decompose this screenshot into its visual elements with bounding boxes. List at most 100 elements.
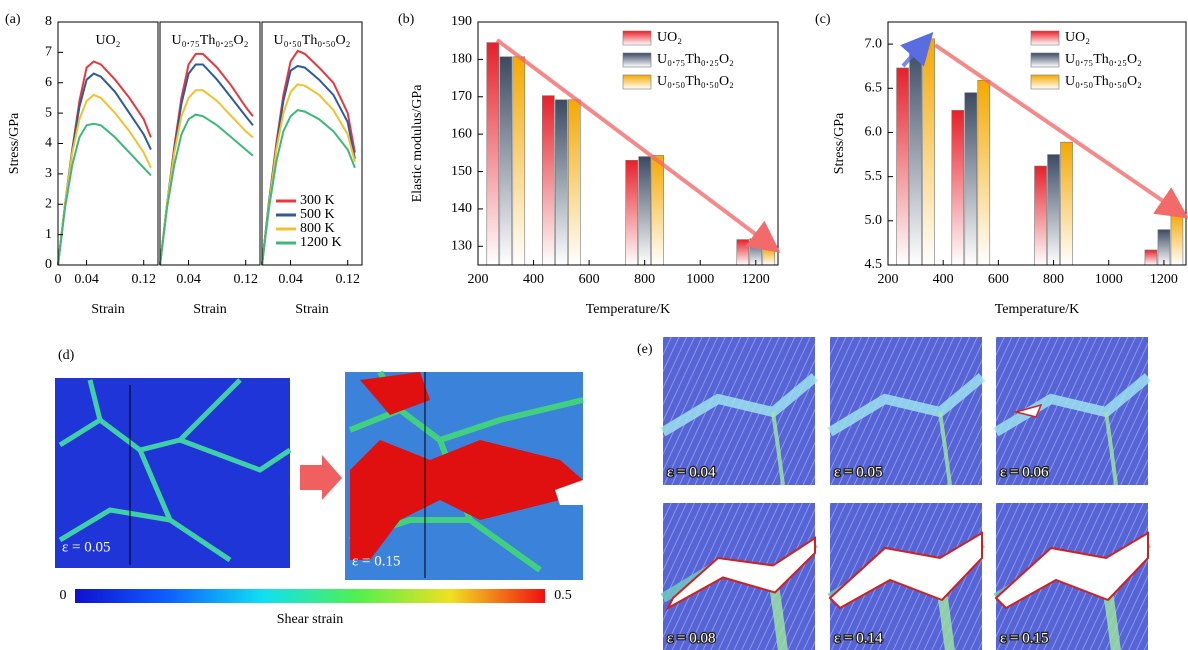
- y-tick-label: 4: [45, 136, 52, 151]
- atom-field: [663, 337, 815, 485]
- void: [828, 531, 983, 610]
- y-tick-label: 7: [45, 45, 52, 60]
- legend-label: 1200 K: [300, 235, 342, 250]
- x-tick-label: 0.12: [335, 272, 360, 287]
- bar: [1157, 229, 1171, 266]
- y-tick-label: 6.0: [865, 125, 883, 140]
- strain-caption: ε = 0.05: [834, 464, 883, 480]
- grain-boundaries: [58, 378, 292, 563]
- line-series: [57, 93, 152, 266]
- void: [994, 531, 1149, 610]
- bar: [625, 160, 638, 266]
- bar: [1144, 249, 1158, 266]
- legend-swatch: [622, 52, 652, 68]
- x-tick-label: 400: [933, 272, 954, 287]
- strain-caption: ε = 0.15: [1000, 630, 1049, 646]
- arrow: [300, 455, 342, 500]
- strain-caption: ε = 0.08: [667, 630, 716, 646]
- damage-region: [350, 372, 583, 560]
- legend-label: 300 K: [300, 193, 335, 208]
- plot-frame: [887, 21, 1187, 266]
- y-tick-label: 190: [451, 14, 472, 29]
- subplot-title: U₀.₅₀Th₀.₅₀O₂: [274, 33, 351, 48]
- legend-label: 500 K: [300, 207, 335, 222]
- x-axis-label: Temperature/K: [586, 302, 671, 317]
- bar: [542, 95, 555, 266]
- x-tick-label: 1000: [1095, 272, 1123, 287]
- bar: [568, 99, 581, 266]
- panel-d: (d) ε = 0.05 ε = 0.15 0 0.5 Shear strain: [55, 348, 584, 627]
- void: [1013, 403, 1043, 418]
- x-tick-label: 600: [579, 272, 600, 287]
- x-axis-label: Strain: [91, 302, 124, 317]
- y-tick-label: 3: [45, 166, 52, 181]
- strain-caption: ε = 0.05: [62, 539, 111, 555]
- panel-label: (b): [398, 12, 415, 27]
- x-tick-label: 0: [55, 272, 62, 287]
- plot-frame: [159, 21, 261, 266]
- panel-label: (d): [58, 348, 75, 363]
- x-axis-label: Strain: [193, 302, 226, 317]
- x-tick-label: 0.12: [131, 272, 156, 287]
- bar: [555, 99, 568, 266]
- bar: [922, 38, 935, 266]
- x-tick-label: 0.04: [278, 272, 303, 287]
- md-snapshot: ε = 0.04: [660, 337, 819, 486]
- colorbar-min: 0: [60, 588, 67, 603]
- chart-panel: 0 1 2 3 4 5 6 7 8 0 0.04 0.12 (a) UO₂ Strain Stress/GPa: [5, 12, 159, 317]
- colorbar: [75, 589, 545, 603]
- x-axis-label: Temperature/K: [995, 302, 1080, 317]
- md-snapshot: ε = 0.14: [827, 503, 986, 650]
- bar: [1047, 154, 1060, 266]
- bar: [951, 110, 965, 266]
- subplot-title: UO₂: [95, 33, 120, 48]
- colorbar-label: Shear strain: [277, 612, 343, 627]
- y-tick-label: 170: [451, 89, 472, 104]
- y-axis-label: Stress/GPa: [832, 112, 847, 174]
- legend-swatch: [1030, 52, 1060, 68]
- y-tick-label: 140: [451, 201, 472, 216]
- legend-label: UO₂: [1065, 30, 1090, 45]
- panel-label: (e): [637, 342, 653, 357]
- subplot-title: U₀.₇₅Th₀.₂₅O₂: [172, 33, 249, 48]
- x-tick-label: 800: [634, 272, 655, 287]
- bar: [762, 247, 776, 266]
- y-tick-label: 5.5: [865, 169, 883, 184]
- legend-swatch: [1030, 74, 1060, 90]
- legend-label: 800 K: [300, 221, 335, 236]
- x-tick-label: 0.04: [74, 272, 99, 287]
- y-tick-label: 0: [45, 257, 52, 272]
- x-tick-label: 800: [1043, 272, 1064, 287]
- y-tick-label: 150: [451, 164, 472, 179]
- y-tick-label: 5.0: [865, 213, 883, 228]
- x-tick-label: 0.12: [233, 272, 258, 287]
- plot-frame: [261, 21, 363, 266]
- strain-caption: ε = 0.06: [1000, 464, 1049, 480]
- legend-swatch: [1030, 30, 1060, 46]
- y-tick-label: 4.5: [865, 257, 883, 272]
- line-series: [261, 83, 356, 266]
- x-tick-label: 200: [878, 272, 899, 287]
- md-snapshot: ε = 0.06: [993, 337, 1152, 486]
- line-series: [159, 113, 254, 266]
- strain-caption: ε = 0.04: [667, 464, 716, 480]
- void: [665, 536, 816, 611]
- chart-panel: 4.5 5.0 5.5 6.0 6.5 7.0 200 400 600 800 1000 1200 (c…: [815, 12, 1187, 317]
- trend-arrows: [495, 32, 1188, 253]
- bar: [964, 92, 978, 266]
- grain-boundary: [660, 373, 819, 437]
- legend-label: U₀.₅₀Th₀.₅₀O₂: [1065, 74, 1142, 89]
- x-axis-label: Strain: [295, 302, 328, 317]
- chart-panel: 0.04 0.12 U₀.₇₅Th₀.₂₅O₂ Strain: [159, 21, 261, 317]
- bar: [1060, 141, 1073, 266]
- legend-label: U₀.₅₀Th₀.₅₀O₂: [657, 74, 734, 89]
- panel-e: (e) ε = 0.04 ε = 0.05 ε = 0.06 ε = 0.08 ε = …: [637, 337, 1152, 650]
- y-axis-label: Elastic modulus/GPa: [410, 84, 425, 203]
- md-snapshot: ε = 0.05: [827, 337, 986, 486]
- y-tick-label: 2: [45, 196, 52, 211]
- legend-swatch: [622, 74, 652, 90]
- bar: [1034, 165, 1047, 266]
- line-series: [159, 89, 254, 266]
- x-tick-label: 600: [988, 272, 1009, 287]
